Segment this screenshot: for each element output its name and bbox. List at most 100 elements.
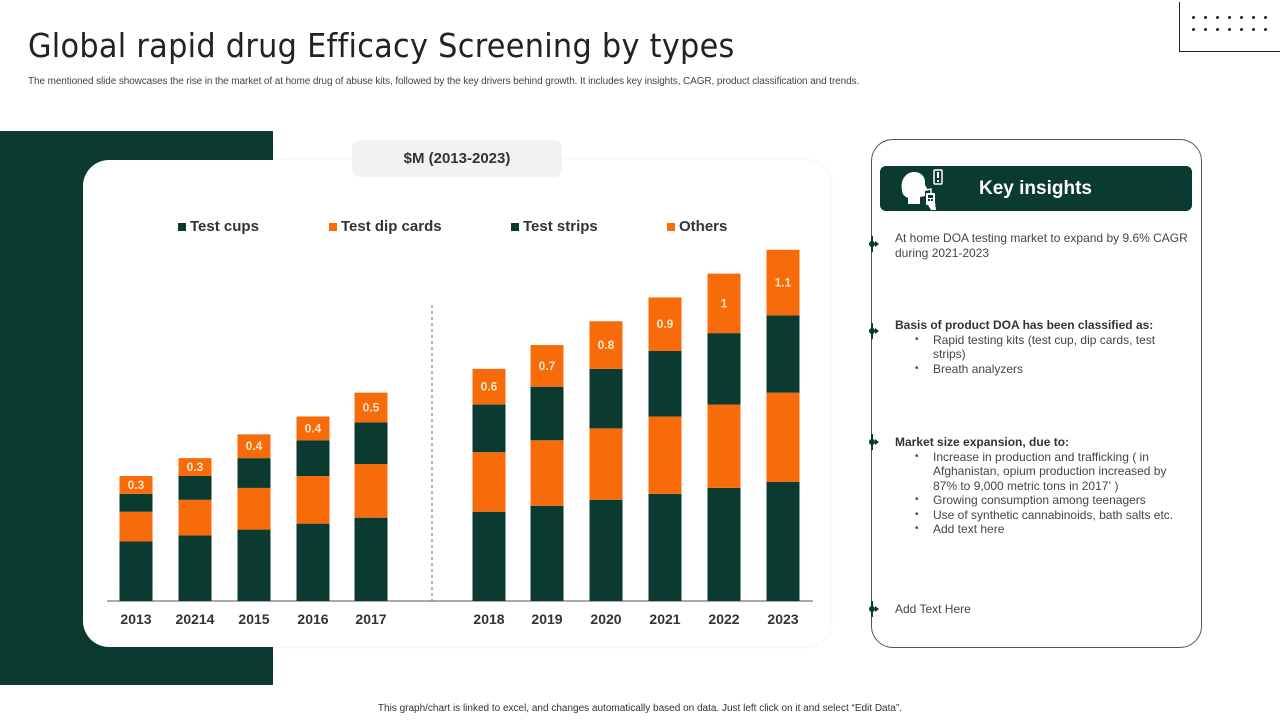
bar-segment-test-strips[interactable] [589, 368, 623, 429]
x-tick-label: 2018 [473, 611, 504, 627]
legend-label: Others [679, 218, 728, 235]
breath-analyzer-icon [901, 169, 943, 210]
bar-segment-others[interactable] [648, 297, 682, 351]
bar-segment-test-cups[interactable] [354, 517, 388, 601]
bar-segment-test-cups[interactable] [589, 499, 623, 601]
bullet-marker-icon [868, 323, 882, 339]
bar-segment-others[interactable] [237, 434, 271, 459]
insight-heading: Market size expansion, due to: [895, 435, 1070, 449]
x-tick-label: 2022 [708, 611, 739, 627]
bar-segment-others[interactable] [530, 345, 564, 387]
bar-segment-others[interactable] [119, 476, 153, 494]
bar-segment-test-dip-cards[interactable] [119, 511, 153, 542]
legend-swatch [667, 222, 675, 231]
footer-note: This graph/chart is linked to excel, and… [377, 703, 903, 714]
bar-segment-test-strips[interactable] [530, 386, 564, 441]
data-label: 0.9 [657, 317, 674, 331]
bar-segment-test-strips[interactable] [354, 422, 388, 465]
bar-segment-test-strips[interactable] [648, 351, 682, 417]
insight-cagr: At home DOA testing market to expand by … [895, 231, 1190, 260]
bar-segment-test-cups[interactable] [766, 481, 800, 601]
bar-segment-test-dip-cards[interactable] [648, 416, 682, 494]
legend-swatch [511, 222, 519, 231]
page-title: Global rapid drug Efficacy Screening by … [28, 26, 735, 65]
x-tick-label: 2023 [767, 611, 798, 627]
bar-segment-test-cups[interactable] [472, 511, 506, 601]
bar-segment-test-cups[interactable] [178, 535, 212, 601]
x-tick-label: 2013 [120, 611, 151, 627]
bar-segment-test-dip-cards[interactable] [530, 440, 564, 506]
data-label: 1.1 [775, 276, 792, 290]
bar-segment-others[interactable] [589, 321, 623, 369]
data-label: 0.4 [246, 439, 263, 453]
x-tick-label: 20214 [176, 611, 215, 627]
bar-segment-test-dip-cards[interactable] [472, 452, 506, 512]
x-tick-label: 2015 [238, 611, 269, 627]
x-tick-label: 2020 [590, 611, 621, 627]
bar-segment-test-dip-cards[interactable] [707, 404, 741, 488]
bullet-marker-icon [868, 601, 882, 617]
bar-segment-test-strips[interactable] [472, 404, 506, 453]
bar-segment-test-cups[interactable] [648, 493, 682, 601]
x-tick-label: 2019 [531, 611, 562, 627]
insight-bullet: Breath analyzers [895, 362, 1190, 377]
bar-segment-others[interactable] [707, 273, 741, 334]
bar-segment-test-strips[interactable] [237, 458, 271, 488]
insight-heading: Basis of product DOA has been classified… [895, 318, 1154, 332]
x-tick-label: 2016 [297, 611, 328, 627]
bullet-marker-icon [868, 434, 882, 450]
bar-segment-test-strips[interactable] [119, 493, 153, 512]
key-insights-header: Key insights [880, 166, 1192, 211]
legend-label: Test dip cards [341, 218, 442, 235]
data-label: 0.3 [187, 460, 204, 474]
insight-bullet: Use of synthetic cannabinoids, bath salt… [895, 508, 1190, 523]
legend-item-others[interactable]: Others [667, 218, 727, 235]
dot-grid-icon [1192, 16, 1276, 31]
data-label: 0.3 [128, 478, 145, 492]
bar-segment-test-dip-cards[interactable] [354, 464, 388, 518]
bar-segment-test-strips[interactable] [296, 440, 330, 476]
bar-segment-test-dip-cards[interactable] [766, 392, 800, 482]
bar-segment-test-strips[interactable] [178, 476, 212, 500]
bar-segment-others[interactable] [472, 368, 506, 405]
legend-swatch [178, 222, 186, 231]
insight-classification: Basis of product DOA has been classified… [895, 318, 1190, 376]
key-insights-title: Key insights [979, 178, 1092, 199]
bullet-marker-icon [868, 236, 882, 252]
legend-item-test-dip-cards[interactable]: Test dip cards [329, 218, 442, 235]
insight-add-text[interactable]: Add Text Here [895, 602, 1190, 617]
legend-label: Test strips [523, 218, 598, 235]
bar-segment-test-cups[interactable] [707, 487, 741, 601]
x-tick-label: 2017 [355, 611, 386, 627]
insight-bullet: Add text here [895, 522, 1190, 537]
bar-segment-test-dip-cards[interactable] [296, 476, 330, 524]
bar-segment-test-dip-cards[interactable] [589, 428, 623, 500]
bar-segment-test-cups[interactable] [237, 529, 271, 601]
bar-segment-test-cups[interactable] [530, 505, 564, 601]
corner-decoration [1179, 2, 1280, 52]
legend-swatch [329, 222, 337, 231]
data-label: 0.5 [363, 401, 380, 415]
bar-segment-others[interactable] [354, 392, 388, 423]
insight-market-expansion: Market size expansion, due to: Increase … [895, 435, 1190, 537]
bar-segment-test-cups[interactable] [296, 523, 330, 601]
bar-segment-others[interactable] [766, 249, 800, 316]
legend-item-test-strips[interactable]: Test strips [511, 218, 598, 235]
x-tick-label: 2021 [649, 611, 680, 627]
bar-segment-test-dip-cards[interactable] [237, 487, 271, 530]
bar-segment-others[interactable] [296, 416, 330, 441]
data-label: 0.7 [539, 359, 556, 373]
chart-legend: Test cups Test dip cards Test strips Oth… [0, 218, 1280, 238]
bar-segment-test-cups[interactable] [119, 541, 153, 601]
insight-bullet: Growing consumption among teenagers [895, 493, 1190, 508]
bar-segment-test-strips[interactable] [766, 315, 800, 393]
insight-text: Add Text Here [895, 602, 971, 616]
legend-item-test-cups[interactable]: Test cups [178, 218, 259, 235]
insight-bullet: Rapid testing kits (test cup, dip cards,… [895, 333, 1190, 362]
key-insights-card [871, 139, 1202, 648]
bar-segment-test-dip-cards[interactable] [178, 499, 212, 536]
bar-segment-others[interactable] [178, 458, 212, 476]
page-subtitle: The mentioned slide showcases the rise i… [28, 76, 860, 87]
bar-segment-test-strips[interactable] [707, 333, 741, 405]
